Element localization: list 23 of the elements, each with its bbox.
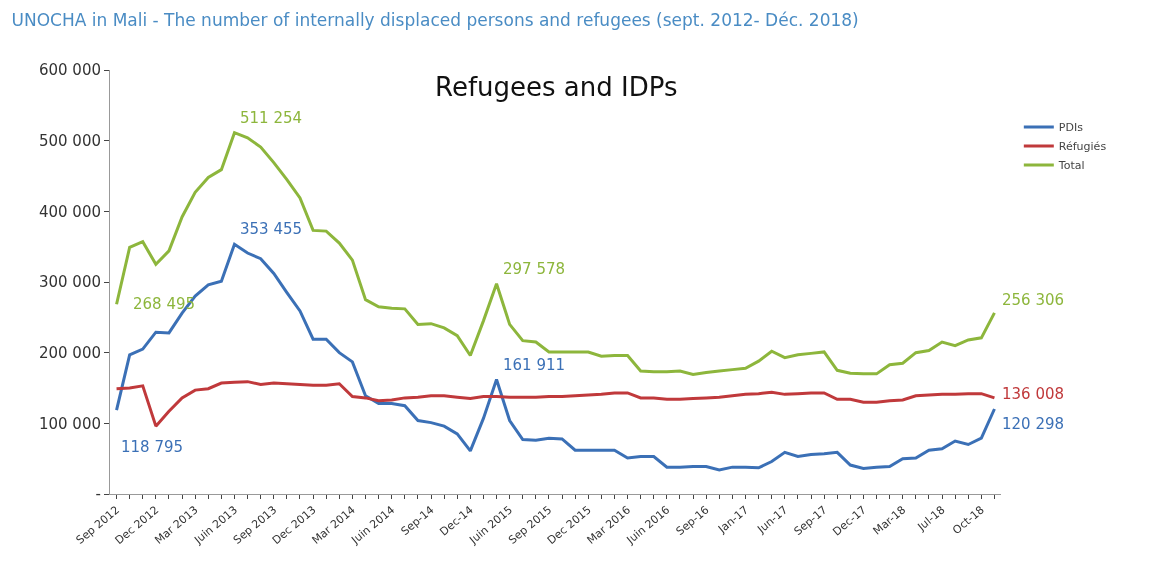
data-label: 161 911 <box>503 356 566 374</box>
data-label: 120 298 <box>1002 415 1065 433</box>
y-tick-label: 200 000 <box>38 343 101 362</box>
legend-label: PDIs <box>1058 121 1084 135</box>
data-label: 136 008 <box>1002 385 1065 403</box>
y-tick-label: 300 000 <box>38 273 101 292</box>
data-label: 118 795 <box>121 438 184 456</box>
line-series <box>115 380 996 428</box>
line-series <box>115 242 996 472</box>
chart-subtitle: Refugees and IDPs <box>435 72 678 102</box>
data-label: 297 578 <box>503 260 566 278</box>
legend-label: Réfugiés <box>1058 140 1107 154</box>
chart-title: UNOCHA in Mali - The number of internally displaced persons and refugees (sept. 2012- Déc. 2018) <box>11 10 859 31</box>
y-tick-label: 600 000 <box>38 61 101 80</box>
y-tick-label: 500 000 <box>38 131 101 150</box>
data-label: 353 455 <box>240 220 303 238</box>
legend-label: Total <box>1057 159 1085 173</box>
line-series <box>115 131 996 377</box>
data-label: 256 306 <box>1002 291 1065 309</box>
data-label: 511 254 <box>240 109 303 127</box>
y-tick-label: 400 000 <box>38 202 101 221</box>
y-tick-label: - <box>95 485 101 504</box>
y-tick-label: 100 000 <box>38 414 101 433</box>
